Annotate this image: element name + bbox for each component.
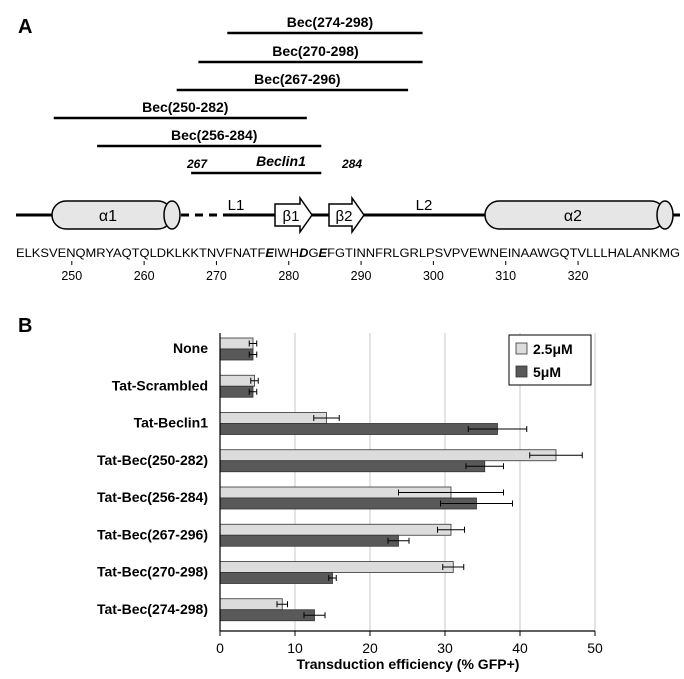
sequence-tick-label: 320	[568, 269, 589, 283]
bar-2-5uM	[219, 598, 283, 611]
bar-2-5uM	[219, 561, 454, 573]
bar-5uM	[219, 460, 486, 473]
bar-5uM	[219, 385, 254, 398]
sequence-bold-residue: E	[318, 246, 327, 260]
category-label: None	[173, 340, 208, 356]
peptide-label: Bec(274-298)	[287, 14, 373, 30]
x-tick-label: 30	[437, 640, 453, 656]
chart-bars	[219, 337, 557, 622]
secondary-structure: α1 L1 β1 β2 L2 α2	[16, 195, 680, 235]
sequence-tick-label: 270	[206, 269, 227, 283]
legend: 2.5μM 5μM	[508, 334, 592, 386]
sequence-segment: G	[308, 246, 318, 260]
sequence-segment: FGTINNFRLGRLPSVPVEWNEINAAWGQTVLLLHALANKM…	[327, 246, 680, 260]
sequence-tick-label: 290	[351, 269, 372, 283]
strand-beta2: β2	[328, 195, 365, 235]
peptide-label: Bec(267-296)	[254, 71, 340, 87]
panel-a-letter: A	[18, 16, 32, 38]
loop2-label: L2	[416, 197, 433, 214]
helix-alpha1: α1	[51, 200, 181, 230]
category-label: Tat-Beclin1	[134, 415, 209, 431]
category-label: Tat-Bec(256-284)	[97, 489, 208, 505]
sequence-bold-residue: E	[265, 246, 274, 260]
peptide-bars: Bec(274-298) Bec(270-298) Bec(267-296) Bec(…	[53, 14, 423, 148]
category-labels: None Tat-Scrambled Tat-Beclin1 Tat-Bec(250-…	[97, 340, 208, 617]
category-label: Tat-Bec(274-298)	[97, 601, 208, 617]
sequence-tick-label: 260	[134, 269, 155, 283]
bar-5uM	[219, 348, 254, 361]
sequence-tick-label: 280	[278, 269, 299, 283]
chart-error-bars	[248, 340, 583, 619]
sequence-tick-label: 300	[423, 269, 444, 283]
bar-5uM	[219, 609, 315, 622]
bar-2-5uM	[219, 449, 557, 462]
peptide-label: Bec(256-284)	[171, 127, 257, 143]
sequence-tick-label: 250	[61, 269, 82, 283]
sequence-segment: ELKSVENQMRYAQTQLDKLKKTNVFNATF	[16, 246, 266, 260]
helix-alpha2-label: α2	[564, 208, 582, 225]
bar-5uM	[219, 572, 333, 584]
category-label: Tat-Scrambled	[112, 377, 208, 393]
x-axis: 0 10 20 30 40 50	[216, 333, 603, 656]
peptide-label: Bec(270-298)	[272, 43, 358, 59]
peptide-label: Bec(250-282)	[142, 99, 228, 115]
loop1-label: L1	[228, 197, 245, 214]
category-label: Tat-Bec(250-282)	[97, 452, 208, 468]
panel-b-chart: B None Tat-Scrambled Tat-Beclin1 Tat-Bec(25…	[18, 315, 603, 672]
x-tick-label: 20	[362, 640, 378, 656]
bar-2-5uM	[219, 374, 255, 387]
panel-a: A Bec(274-298)Bec(270-298)Bec(267-296)Be…	[16, 14, 680, 283]
x-tick-label: 40	[512, 640, 528, 656]
beclin1-end-label: 284	[341, 157, 362, 171]
panel-b-letter: B	[18, 315, 32, 337]
bar-2-5uM	[219, 412, 327, 424]
bar-5uM	[219, 534, 399, 547]
bar-2-5uM	[219, 523, 452, 536]
sequence-segment: IWH	[274, 246, 299, 260]
sequence-bold-residue: D	[299, 246, 308, 260]
bar-5uM	[219, 423, 498, 435]
strand-beta1: β1	[274, 195, 313, 235]
strand-beta2-label: β2	[336, 208, 353, 225]
legend-label: 2.5μM	[533, 341, 573, 357]
x-tick-label: 10	[287, 640, 303, 656]
x-tick-label: 0	[216, 640, 224, 656]
beclin1-bar-group: 267 Beclin1 284	[186, 153, 362, 175]
beclin1-label: Beclin1	[256, 153, 306, 169]
sequence: ELKSVENQMRYAQTQLDKLKKTNVFNATF EIWHDGEFGTI…	[16, 246, 680, 260]
beclin1-start-label: 267	[186, 157, 208, 171]
strand-beta1-label: β1	[283, 208, 300, 225]
category-label: Tat-Bec(267-296)	[97, 526, 208, 542]
category-label: Tat-Bec(270-298)	[97, 564, 208, 580]
x-tick-label: 50	[587, 640, 603, 656]
legend-swatch	[515, 365, 528, 378]
bar-5uM	[219, 497, 477, 510]
helix-alpha2: α2	[484, 200, 674, 230]
x-axis-label: Transduction efficiency (% GFP+)	[297, 656, 520, 672]
bar-2-5uM	[219, 337, 254, 350]
sequence-tick-label: 310	[495, 269, 516, 283]
legend-label: 5μM	[533, 364, 561, 380]
legend-swatch	[515, 342, 528, 355]
sequence-ticks: 250 260 270 280 290 300 310 320	[61, 261, 589, 283]
helix-alpha1-label: α1	[99, 208, 117, 225]
